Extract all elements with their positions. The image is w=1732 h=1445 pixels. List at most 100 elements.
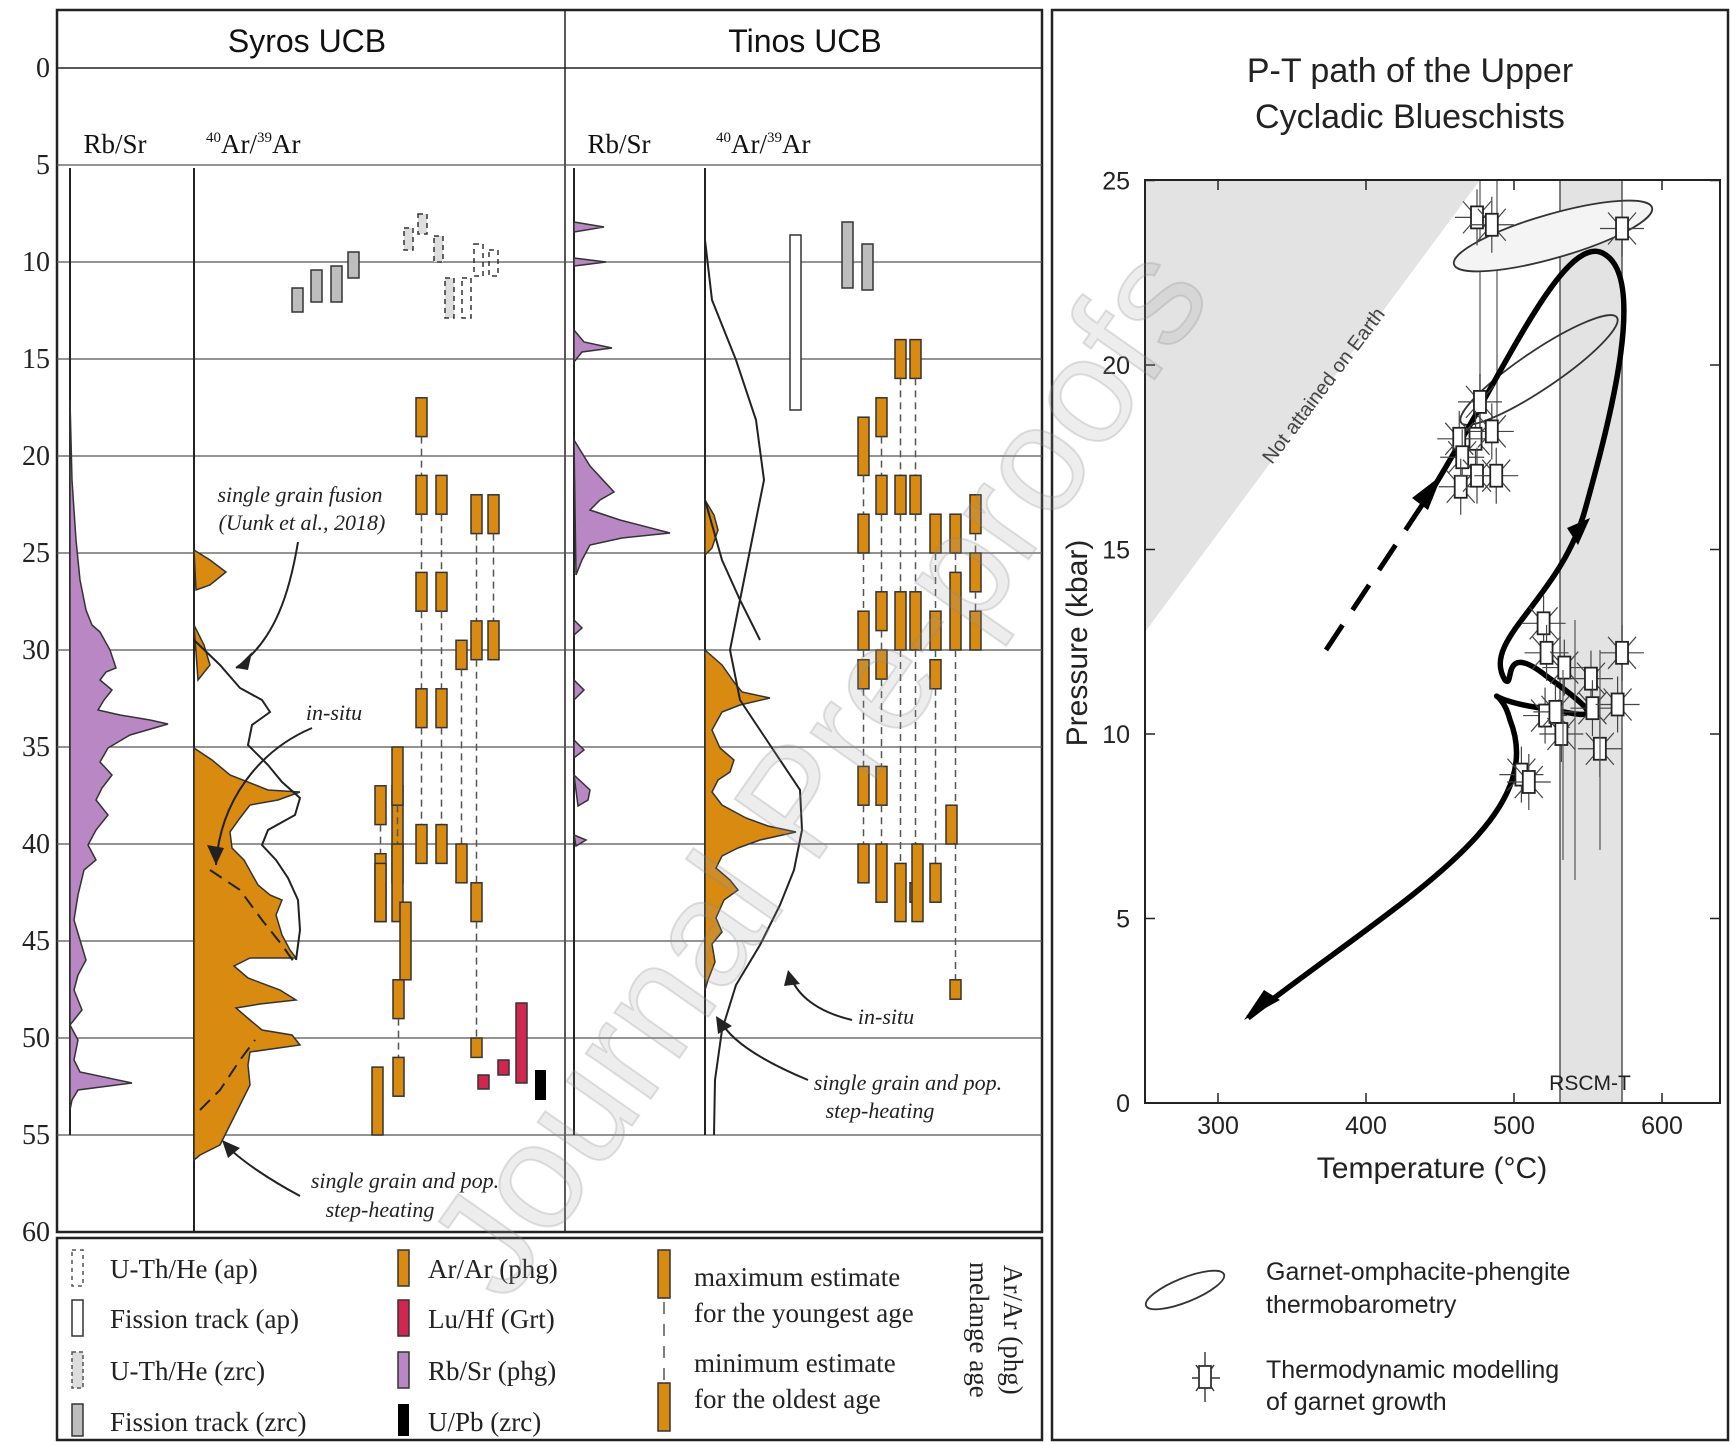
arar-bar <box>857 513 870 554</box>
arar-bar <box>391 746 404 806</box>
garnet-growth-marker <box>1600 624 1645 681</box>
pt-y-tick: 20 <box>1102 352 1130 380</box>
pt-y-tick: 0 <box>1116 1090 1130 1118</box>
arar-bar <box>894 338 907 380</box>
pt-y-tick: 25 <box>1102 168 1130 196</box>
arar-bar <box>487 620 500 661</box>
pt-title-2: Cycladic Blueschists <box>1255 98 1565 136</box>
annotation-syros-step-2: step-heating <box>326 1197 435 1222</box>
garnet-growth-marker <box>1469 196 1514 253</box>
annotation-tinos-step-1: single grain and pop. <box>814 1070 1002 1095</box>
upb-bar <box>535 1070 546 1100</box>
garnet-growth-marker <box>1570 680 1615 737</box>
pt-legend-2b: of garnet growth <box>1266 1388 1447 1416</box>
legend-uthhe-zrc: U-Th/He (zrc) <box>110 1356 265 1386</box>
legend-ellipse-icon <box>1144 1269 1226 1311</box>
arar-bar <box>415 823 428 865</box>
garnet-growth-marker <box>1455 189 1499 246</box>
arar-bar <box>909 338 922 380</box>
pt-legend-2a: Thermodynamic modelling <box>1266 1356 1559 1384</box>
arar-bar <box>391 843 404 923</box>
annotation-in-situ-tinos: in-situ <box>858 1004 914 1029</box>
arar-bar <box>945 804 958 845</box>
legend-max-1: maximum estimate <box>694 1262 900 1292</box>
legend-luhf-grt: Lu/Hf (Grt) <box>428 1304 555 1334</box>
arar-bar <box>435 571 448 612</box>
arar-bar <box>875 397 888 438</box>
pt-path-main <box>1246 248 1627 1021</box>
pt-y-tick: 10 <box>1102 721 1130 749</box>
arar-bar <box>435 688 448 729</box>
legend-upb-zrc: U/Pb (zrc) <box>428 1407 541 1437</box>
annotation-tinos-step-2: step-heating <box>826 1098 935 1123</box>
tinos-rbsr-label: Rb/Sr <box>587 129 650 159</box>
age-chart-panel: 0 5 10 15 20 25 30 35 40 45 50 55 60 Syros UCB Tinos… <box>22 8 1044 1248</box>
garnet-growth-marker <box>1506 753 1551 810</box>
arar-bar <box>911 843 924 923</box>
syros-single-grain-fusion-curve <box>193 639 302 961</box>
age-tick-label: 25 <box>22 538 50 569</box>
age-tick-label: 55 <box>22 1120 50 1151</box>
arar-bar <box>470 494 483 535</box>
age-tick-label: 15 <box>22 344 50 375</box>
arar-bar <box>875 474 888 515</box>
legend-max-2: for the youngest age <box>694 1298 914 1328</box>
pt-x-tick: 500 <box>1493 1112 1535 1140</box>
thermobarometry-ellipse <box>1459 314 1619 426</box>
age-tick-label: 20 <box>22 441 50 472</box>
garnet-growth-marker <box>1600 200 1645 257</box>
arar-bar <box>455 639 468 671</box>
age-tick-label: 10 <box>22 247 50 278</box>
pt-y-tick: 15 <box>1102 537 1130 565</box>
pt-legend-1a: Garnet-omphacite-phengite <box>1266 1258 1570 1286</box>
arar-bar <box>470 620 483 661</box>
age-tick-label: 35 <box>22 732 50 763</box>
arar-bar <box>487 494 500 535</box>
legend-min-1: minimum estimate <box>694 1348 896 1378</box>
legend-min-2: for the oldest age <box>694 1384 881 1414</box>
age-tick-label: 50 <box>22 1023 50 1054</box>
garnet-growth-marker <box>1457 373 1502 430</box>
legend-garnet-icon <box>1192 1352 1220 1402</box>
arar-bar <box>949 979 962 1000</box>
tinos-arar-distribution <box>704 497 797 991</box>
arar-bar <box>435 823 448 865</box>
arar-bar <box>399 901 412 981</box>
thermochron-bars <box>291 213 874 411</box>
not-attained-region <box>1145 180 1480 632</box>
arar-bar <box>455 843 468 884</box>
age-tick-label: 60 <box>22 1217 50 1248</box>
pt-path-panel: P-T path of the Upper Cycladic Blueschis… <box>1050 8 1730 1442</box>
annotation-syros-step-1: single grain and pop. <box>311 1168 499 1193</box>
garnet-growth-markers <box>1437 189 1645 880</box>
arar-melange-bars <box>371 338 982 1136</box>
syros-rbsr-distribution <box>69 399 169 1111</box>
arar-bar <box>894 862 907 923</box>
arar-bar <box>392 979 405 1020</box>
arar-bar <box>374 785 387 826</box>
arar-bar <box>929 862 942 903</box>
age-tick-label: 40 <box>22 829 50 860</box>
thermobarometry-ellipse <box>1452 199 1654 273</box>
legend-ft-zrc: Fission track (zrc) <box>110 1407 306 1437</box>
pt-path-prograde <box>1323 488 1435 652</box>
arar-bar <box>857 843 870 884</box>
pt-x-tick: 400 <box>1345 1112 1387 1140</box>
garnet-growth-marker <box>1474 447 1519 504</box>
luhf-bars <box>477 1002 528 1090</box>
rscm-label: RSCM-T <box>1549 1072 1631 1095</box>
arar-bar <box>371 1066 384 1136</box>
arar-bar <box>435 474 448 515</box>
syros-arar-distribution <box>193 548 302 1162</box>
garnet-growth-marker <box>1524 624 1569 681</box>
tinos-in-situ-curve <box>704 239 804 1136</box>
tinos-arar-label: 40Ar/39Ar <box>716 129 811 159</box>
arar-bar <box>857 416 870 477</box>
syros-rbsr-label: Rb/Sr <box>83 129 146 159</box>
arar-bar <box>374 862 387 923</box>
arar-bar <box>415 397 428 438</box>
legend-vertical-1: Ar/Ar (phg) <box>998 1265 1028 1395</box>
pt-title-1: P-T path of the Upper <box>1247 52 1573 90</box>
pt-xlabel: Temperature (°C) <box>1317 1152 1547 1185</box>
